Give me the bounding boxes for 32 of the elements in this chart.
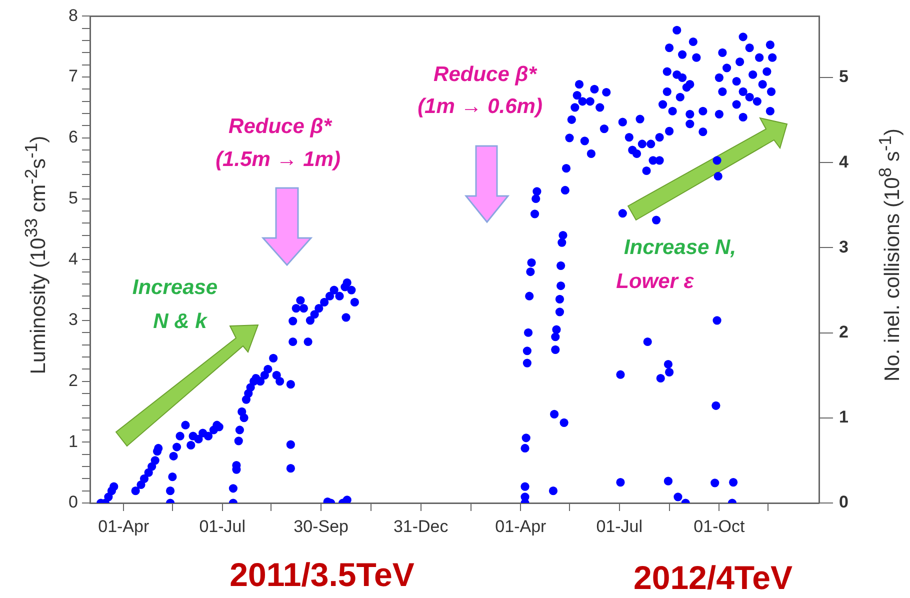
y2-tick-label: 1 [839,408,848,427]
y2-tick-label: 4 [839,152,849,172]
annotation: Lower ε [616,270,694,294]
x-tick-label: 01-Apr [495,516,547,536]
text: 2011/3.5TeV [230,556,414,594]
x-tick-label: 31-Dec [393,516,449,536]
y2-tick-label: 2 [839,322,848,342]
annotation: N & k [153,310,207,334]
y2-tick-label: 0 [839,492,848,512]
y-tick-label: 1 [68,432,78,451]
annotation: Increase [132,276,218,300]
x-tick-label: 01-Jul [596,516,643,536]
x-tick-label: 01-Oct [694,516,745,536]
x-tick-label: 01-Apr [98,516,150,536]
y2-tick-label: 3 [839,237,848,256]
y-tick-label: 6 [68,128,78,147]
annotation: Increase N, [624,236,736,260]
y-tick-label: 0 [68,492,78,512]
y-tick-label: 5 [68,188,78,208]
text: 2012/4TeV [633,559,793,597]
annotation: (1.5m → 1m) [216,148,340,172]
annotation: Reduce β* [228,115,332,139]
y-tick-label: 4 [68,249,78,268]
annotation: Reduce β* [434,63,536,87]
annotation: (1m → 0.6m) [418,95,542,119]
x-tick-label: 01-Jul [199,516,246,536]
y-tick-label: 3 [68,310,78,330]
y2-tick-label: 5 [839,67,848,86]
y-tick-label: 2 [68,370,78,390]
y-tick-label: 8 [68,6,78,25]
x-tick-label: 30-Sep [294,516,348,536]
y-tick-label: 7 [68,66,78,86]
